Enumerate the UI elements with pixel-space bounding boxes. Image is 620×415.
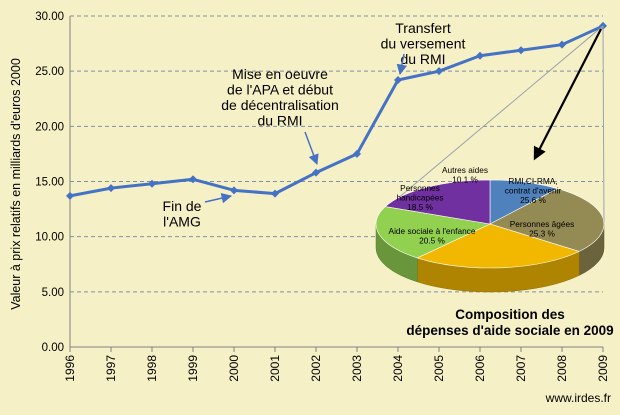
y-tick-10.00: 10.00: [35, 232, 64, 244]
x-tick-1998: 1998: [145, 355, 159, 382]
x-tick-2001: 2001: [268, 355, 282, 382]
y-tick-25.00: 25.00: [35, 66, 64, 78]
data-point-2006: [476, 51, 484, 60]
x-tick-2008: 2008: [555, 355, 569, 382]
y-tick-0.00: 0.00: [42, 342, 64, 354]
data-point-1996: [66, 191, 74, 200]
pie-title-text: Composition des dépenses d'aide sociale e…: [406, 307, 613, 338]
y-tick-20.00: 20.00: [35, 121, 64, 133]
annotation-3: Transfert du versement du RMI: [381, 20, 466, 67]
x-tick-2004: 2004: [391, 355, 405, 382]
data-point-1999: [189, 175, 197, 184]
annotations: Fin de l'AMG Mise en oeuvre de l'APA et déb…: [163, 20, 602, 230]
y-tick-labels: 0.00 5.00 10.00 15.00 20.00 25.00 30.00: [35, 11, 64, 354]
series-line: [66, 21, 607, 200]
pie-title: Composition des dépenses d'aide sociale e…: [406, 307, 613, 338]
data-point-2008: [558, 40, 566, 49]
series-polyline: [69, 24, 604, 198]
pie-slice-rmi-ci-rma-contrat-d-avenir: [489, 188, 605, 252]
x-tick-2002: 2002: [309, 355, 323, 382]
y-tick-30.00: 30.00: [35, 11, 64, 23]
x-tick-1997: 1997: [104, 355, 118, 382]
annotation-arrow-3: [396, 53, 408, 76]
pie-slice-autres-aides: [489, 179, 559, 225]
y-tick-15.00: 15.00: [35, 177, 64, 189]
pie-label-autres-aides: Autres aides 10.1 %: [442, 165, 488, 185]
y-tick-5.00: 5.00: [42, 287, 64, 299]
data-point-2002: [312, 168, 320, 177]
y-axis-label: Valeur à prix relatifs en milliards d'eu…: [9, 58, 23, 310]
data-point-2005: [435, 67, 443, 76]
x-tick-2003: 2003: [350, 355, 364, 382]
pie-label-aide-sociale-l-enfance: Aide sociale à l'enfance 20.5 %: [389, 226, 476, 246]
data-point-2000: [230, 186, 238, 195]
x-tick-2007: 2007: [514, 355, 528, 382]
x-tick-2005: 2005: [432, 355, 446, 382]
x-tick-1999: 1999: [186, 355, 200, 382]
annotation-arrow-1: [204, 193, 233, 204]
data-point-1997: [107, 184, 115, 193]
pie-label-personnes-g-es: Personnes âgées 25.3 %: [510, 219, 575, 239]
data-point-2003: [353, 149, 361, 158]
x-tick-1996: 1996: [63, 355, 77, 382]
x-tick-2009: 2009: [596, 355, 610, 382]
data-point-2004: [394, 75, 402, 84]
inset-pie: Autres aides 10.1 % RMI,CI-RMA, contrat d'a…: [375, 25, 605, 293]
pie-slice-personnes-g-es: [416, 223, 581, 269]
annotation-arrow-2: [304, 131, 319, 165]
source-url: www.irdes.fr: [545, 391, 611, 405]
annotation-2: Mise en oeuvre de l'APA et début de décent…: [221, 66, 339, 129]
data-point-1998: [148, 179, 156, 188]
data-point-2001: [271, 189, 279, 198]
x-tick-labels: 1996 1997 1998 1999 2000 2001 2002 2003 2004 2005…: [63, 347, 610, 382]
x-tick-2006: 2006: [473, 355, 487, 382]
pie-label-rmi-ci-rma-contrat-d-avenir: RMI,CI-RMA, contrat d'avenir 25.6 %: [505, 176, 562, 205]
annotation-1: Fin de l'AMG: [163, 198, 202, 230]
x-tick-2000: 2000: [227, 355, 241, 382]
pie-slice-personnes-handicap-es: [384, 179, 491, 225]
axes: [69, 16, 603, 348]
data-point-2007: [517, 46, 525, 55]
pie-connector-left: [383, 25, 604, 211]
pie-callout-arrow: [533, 28, 602, 161]
pie-label-personnes-handicap-es: Personnes handicapées 18.5 %: [396, 183, 443, 212]
pie-connector-right: [602, 25, 605, 225]
